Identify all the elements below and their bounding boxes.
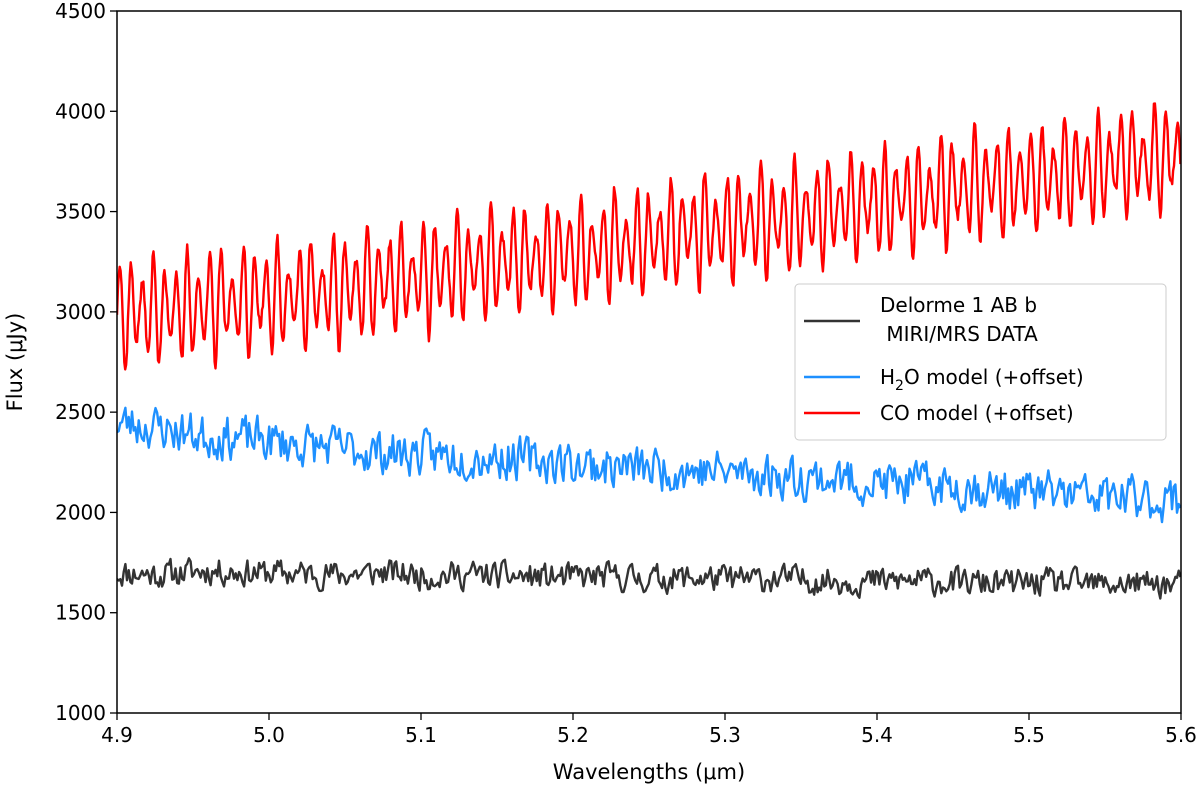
series-lines bbox=[117, 102, 1181, 600]
plot-frame bbox=[116, 10, 1182, 714]
y-axis-label: Flux (μJy) bbox=[3, 313, 27, 412]
series-line-0 bbox=[117, 557, 1181, 600]
y-tick-label-5: 3500 bbox=[55, 200, 106, 224]
y-tick-label-0: 1000 bbox=[55, 701, 106, 725]
x-axis-ticks: 4.9 5.0 5.1 5.2 5.3 5.4 5.5 5.6 bbox=[101, 713, 1197, 747]
x-tick-label-2: 5.1 bbox=[405, 723, 437, 747]
y-tick-label-3: 2500 bbox=[55, 400, 106, 424]
legend-label-data-line2: MIRI/MRS DATA bbox=[880, 322, 1038, 346]
legend-box bbox=[794, 283, 1167, 441]
y-tick-label-2: 2000 bbox=[55, 500, 106, 524]
legend: Delorme 1 AB b MIRI/MRS DATA H2O model (… bbox=[794, 283, 1167, 441]
x-tick-label-3: 5.2 bbox=[557, 723, 589, 747]
x-tick-label-0: 4.9 bbox=[101, 723, 133, 747]
y-tick-label-7: 4500 bbox=[55, 0, 106, 23]
x-tick-label-5: 5.4 bbox=[861, 723, 893, 747]
x-tick-label-6: 5.5 bbox=[1013, 723, 1045, 747]
y-axis-ticks: 1000 1500 2000 2500 3000 3500 4000 4500 bbox=[55, 0, 117, 725]
x-tick-label-4: 5.3 bbox=[709, 723, 741, 747]
series-line-2 bbox=[117, 102, 1181, 371]
y-tick-label-4: 3000 bbox=[55, 300, 106, 324]
legend-label-h2o: H2O model (+offset) bbox=[880, 365, 1084, 394]
legend-label-h2o-sub: 2 bbox=[895, 378, 904, 394]
legend-label-h2o-pre: H bbox=[880, 365, 895, 389]
y-tick-label-6: 4000 bbox=[55, 99, 106, 123]
x-tick-label-7: 5.6 bbox=[1165, 723, 1197, 747]
x-tick-label-1: 5.0 bbox=[253, 723, 285, 747]
x-axis-label: Wavelengths (μm) bbox=[553, 760, 745, 784]
y-tick-label-1: 1500 bbox=[55, 601, 106, 625]
legend-label-data-line1: Delorme 1 AB b bbox=[880, 293, 1037, 317]
legend-label-h2o-post: O model (+offset) bbox=[904, 365, 1084, 389]
series-line-1 bbox=[117, 406, 1181, 524]
legend-label-co: CO model (+offset) bbox=[880, 401, 1074, 425]
